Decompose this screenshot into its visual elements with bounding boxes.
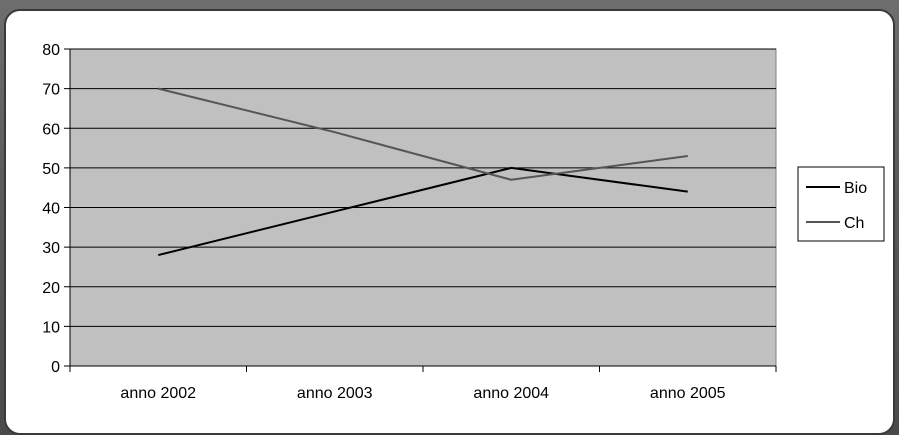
y-tick-label: 50 [42,161,60,178]
y-tick-label: 40 [42,201,60,218]
y-tick-label: 70 [42,82,60,99]
x-tick-label: anno 2005 [650,385,726,402]
legend-label-bio: Bio [844,180,867,197]
x-axis: anno 2002 anno 2003 anno 2004 anno 2005 [69,365,777,402]
y-tick-label: 10 [42,319,60,336]
y-tick-label: 30 [42,240,60,257]
legend: Bio Ch [797,166,885,242]
y-tick-label: 80 [42,42,60,59]
y-tick-label: 20 [42,280,60,297]
series-lines [158,87,688,257]
y-tick-label: 0 [51,359,60,376]
series-line-bio [158,166,688,257]
legend-box [797,166,885,242]
plot-area [69,48,777,367]
chart-panel: 0 10 20 30 40 50 60 70 80 anno 2002 anno 2003 anno… [4,9,895,435]
y-axis: 0 10 20 30 40 50 60 70 80 [42,42,71,376]
x-tick-label: anno 2002 [120,385,196,402]
x-tick-label: anno 2004 [473,385,549,402]
y-tick-label: 60 [42,121,60,138]
series-line-ch [158,87,688,181]
legend-label-ch: Ch [844,215,864,232]
x-tick-label: anno 2003 [297,385,373,402]
